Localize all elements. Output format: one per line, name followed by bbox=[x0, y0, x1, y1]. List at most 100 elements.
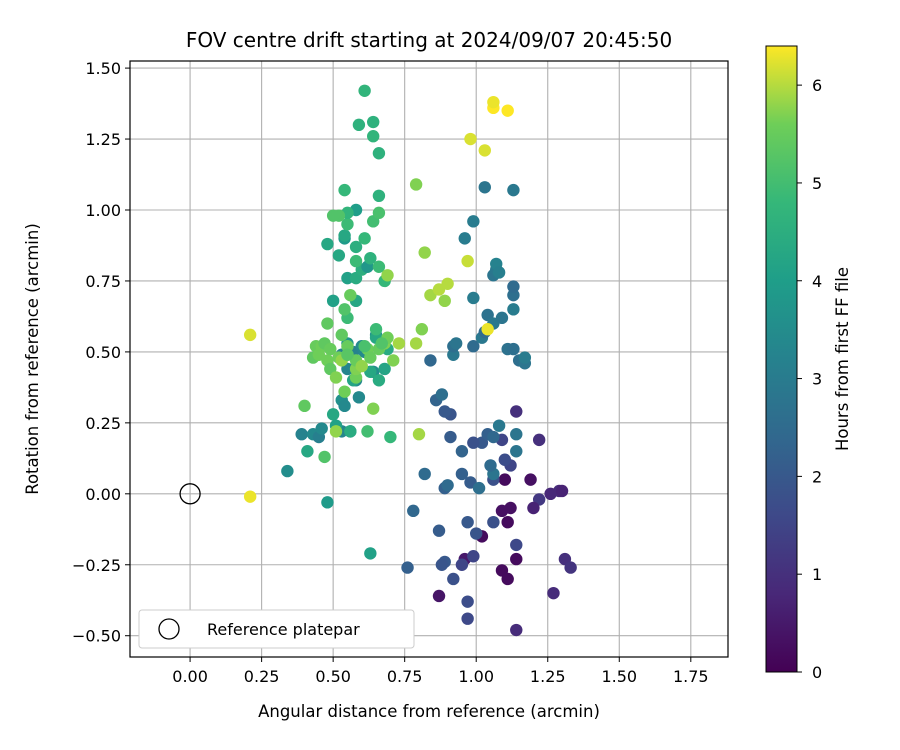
data-point bbox=[358, 84, 371, 98]
data-point bbox=[318, 450, 331, 464]
data-point bbox=[492, 419, 506, 432]
data-point bbox=[424, 354, 437, 367]
y-axis-ticks: −0.50 −0.25 0.00 0.25 0.50 0.75 1.00 1.25 1.50 bbox=[72, 59, 130, 646]
data-point bbox=[341, 217, 354, 231]
x-tick-label: 0.25 bbox=[244, 667, 280, 686]
data-point bbox=[326, 408, 340, 421]
data-point bbox=[470, 527, 483, 540]
x-tick-label: 1.50 bbox=[601, 667, 637, 686]
data-point bbox=[507, 303, 520, 316]
data-point bbox=[418, 467, 431, 481]
x-tick-label: 0.50 bbox=[315, 667, 351, 686]
data-point bbox=[532, 433, 546, 447]
data-point bbox=[524, 473, 537, 486]
data-point bbox=[510, 623, 523, 637]
legend-box bbox=[138, 609, 415, 649]
data-point bbox=[243, 328, 257, 342]
data-point bbox=[372, 206, 386, 220]
data-point bbox=[332, 249, 346, 262]
data-point bbox=[467, 340, 480, 353]
chart-title: FOV centre drift starting at 2024/09/07 … bbox=[186, 28, 672, 52]
colorbar-tick-label: 0 bbox=[812, 663, 822, 682]
data-point bbox=[349, 371, 363, 384]
data-point bbox=[441, 277, 454, 290]
y-tick-label: 0.50 bbox=[85, 343, 121, 362]
colorbar-tick-label: 3 bbox=[812, 370, 822, 389]
x-tick-label: 1.25 bbox=[530, 667, 566, 686]
data-point bbox=[409, 178, 423, 191]
data-point bbox=[467, 436, 480, 449]
data-point bbox=[461, 612, 474, 625]
data-point bbox=[355, 359, 368, 373]
data-point bbox=[487, 95, 500, 109]
data-point bbox=[315, 422, 328, 435]
data-point bbox=[338, 399, 351, 413]
data-point bbox=[378, 362, 391, 376]
colorbar-tick-label: 5 bbox=[812, 174, 822, 193]
data-point bbox=[341, 271, 354, 285]
colorbar-tick-label: 4 bbox=[812, 272, 822, 291]
data-point bbox=[321, 237, 334, 251]
colorbar-gradient bbox=[765, 45, 798, 673]
data-point bbox=[455, 467, 469, 481]
data-point bbox=[455, 445, 469, 458]
data-point bbox=[467, 550, 480, 563]
colorbar-label: Hours from first FF file bbox=[833, 267, 852, 451]
data-point bbox=[367, 402, 380, 415]
data-point bbox=[464, 132, 477, 146]
data-point bbox=[381, 269, 394, 282]
data-point bbox=[467, 215, 480, 228]
legend: Reference platepar bbox=[138, 609, 415, 649]
data-point bbox=[372, 260, 386, 273]
data-point bbox=[326, 209, 340, 222]
data-point bbox=[412, 428, 426, 441]
y-tick-label: 0.25 bbox=[85, 414, 121, 433]
x-tick-label: 0.00 bbox=[172, 667, 208, 686]
x-tick-label: 1.75 bbox=[673, 667, 709, 686]
data-point bbox=[510, 445, 523, 458]
data-point bbox=[478, 181, 491, 194]
data-point bbox=[507, 288, 520, 302]
y-axis-label: Rotation from reference (arcmin) bbox=[23, 223, 42, 495]
data-point bbox=[487, 515, 500, 529]
y-tick-label: 0.75 bbox=[85, 272, 121, 291]
data-point bbox=[510, 405, 523, 418]
data-point bbox=[301, 445, 314, 458]
data-point bbox=[407, 504, 420, 518]
data-point bbox=[375, 337, 388, 350]
data-point bbox=[415, 323, 429, 336]
data-point bbox=[527, 501, 540, 515]
data-point bbox=[510, 428, 523, 441]
data-point bbox=[349, 254, 363, 268]
data-point bbox=[449, 337, 463, 350]
data-point bbox=[435, 388, 449, 401]
data-point bbox=[401, 561, 414, 574]
data-point bbox=[341, 340, 354, 353]
data-point bbox=[447, 572, 460, 586]
data-point bbox=[461, 595, 474, 608]
data-point bbox=[544, 487, 557, 501]
y-tick-label: 1.25 bbox=[85, 130, 121, 149]
plot-frame bbox=[129, 60, 729, 658]
data-point bbox=[372, 374, 386, 387]
data-point bbox=[338, 303, 351, 316]
data-point bbox=[501, 572, 514, 586]
data-point bbox=[344, 425, 357, 438]
data-point bbox=[518, 351, 532, 364]
x-axis-ticks: 0.00 0.25 0.50 0.75 1.00 1.25 1.50 1.75 bbox=[172, 657, 709, 686]
data-point bbox=[321, 317, 334, 330]
data-point bbox=[298, 399, 311, 413]
data-point bbox=[358, 232, 371, 245]
data-point bbox=[367, 130, 380, 143]
data-point bbox=[335, 328, 348, 342]
data-point bbox=[243, 490, 257, 503]
data-point bbox=[364, 351, 377, 364]
data-point bbox=[341, 348, 354, 361]
data-point bbox=[487, 430, 500, 444]
y-tick-label: 0.00 bbox=[85, 485, 121, 504]
data-point bbox=[349, 240, 363, 254]
data-point bbox=[418, 246, 431, 259]
data-point bbox=[281, 464, 294, 478]
y-tick-label: −0.50 bbox=[72, 627, 121, 646]
data-point bbox=[461, 254, 474, 268]
